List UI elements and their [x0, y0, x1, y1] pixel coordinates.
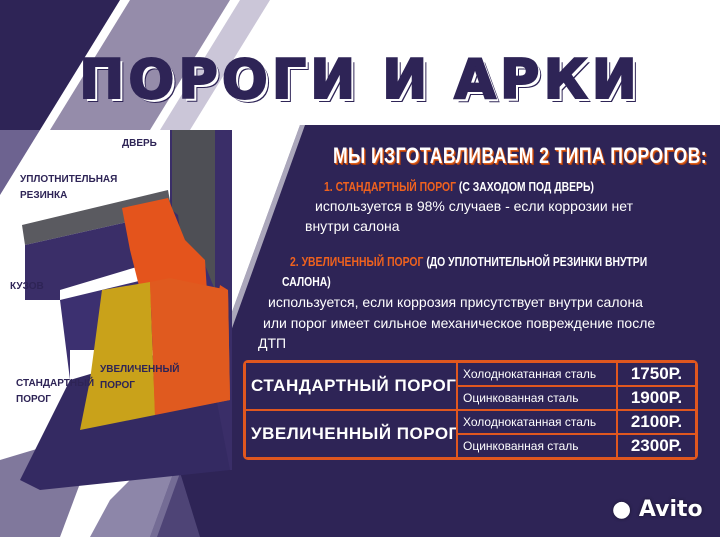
price-type-extended: УВЕЛИЧЕННЫЙ ПОРОГ	[245, 410, 457, 458]
avito-watermark: ● Avito	[612, 497, 703, 522]
avito-dots-icon: ●	[612, 497, 632, 522]
type-2-desc-3: ДТП	[258, 335, 287, 351]
label-standard: СТАНДАРТНЫЙ ПОРОГ	[16, 378, 95, 405]
price-cell: 2300Р.	[617, 434, 696, 458]
table-row: Оцинкованная сталь 2300Р.	[245, 434, 696, 458]
type-2-title-2: САЛОНА)	[282, 274, 331, 289]
material-cell: Холоднокатанная сталь	[457, 410, 617, 434]
table-row: Оцинкованная сталь 1900Р.	[245, 386, 696, 410]
type-1-desc-1: используется в 98% случаев - если корроз…	[315, 198, 633, 214]
table-row: УВЕЛИЧЕННЫЙ ПОРОГ Холоднокатанная сталь …	[245, 410, 696, 458]
material-cell: Холоднокатанная сталь	[457, 362, 617, 386]
label-body: КУЗОВ	[10, 281, 44, 292]
price-cell: 1750Р.	[617, 362, 696, 386]
type-2-desc-2: или порог имеет сильное механическое пов…	[263, 315, 656, 331]
label-door: ДВЕРЬ	[122, 138, 157, 149]
price-cell: 2100Р.	[617, 410, 696, 434]
sill-illustration	[20, 130, 232, 490]
types-heading: МЫ ИЗГОТАВЛИВАЕМ 2 ТИПА ПОРОГОВ:	[333, 143, 708, 168]
price-table: СТАНДАРТНЫЙ ПОРОГ Холоднокатанная сталь …	[243, 360, 698, 460]
material-cell: Оцинкованная сталь	[457, 434, 617, 458]
type-1-title: 1. СТАНДАРТНЫЙ ПОРОГ (С ЗАХОДОМ ПОД ДВЕР…	[324, 179, 594, 194]
type-1-desc-2: внутри салона	[305, 218, 400, 234]
label-seal: УПЛОТНИТЕЛЬНАЯ РЕЗИНКА	[20, 174, 118, 201]
type-2-title: 2. УВЕЛИЧЕННЫЙ ПОРОГ (ДО УПЛОТНИТЕЛЬНОЙ …	[290, 254, 648, 269]
material-cell: Оцинкованная сталь	[457, 386, 617, 410]
table-row: СТАНДАРТНЫЙ ПОРОГ Холоднокатанная сталь …	[245, 362, 696, 410]
price-type-standard: СТАНДАРТНЫЙ ПОРОГ	[245, 362, 457, 410]
price-cell: 1900Р.	[617, 386, 696, 410]
type-2-desc-1: используется, если коррозия присутствует…	[268, 294, 643, 310]
page-title: ПОРОГИ И АРКИ	[78, 47, 641, 112]
label-extended: УВЕЛИЧЕННЫЙ ПОРОГ	[100, 364, 180, 391]
